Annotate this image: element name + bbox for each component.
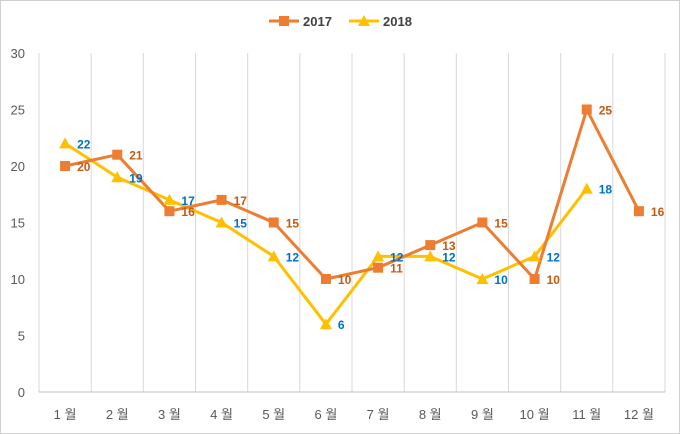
y-tick-label: 5 [18, 329, 25, 344]
series-2017-point [477, 217, 488, 228]
series-2018-point [111, 171, 124, 183]
series-2018-data-label: 6 [338, 318, 345, 332]
series-2017-data-label: 16 [181, 205, 195, 219]
series-2017-data-label: 21 [129, 149, 143, 163]
series-2018-data-label: 19 [129, 171, 143, 185]
x-tick-label: 2 월 [106, 407, 129, 422]
series-2017-point [425, 240, 436, 251]
series-2018-point [59, 137, 72, 149]
series-2017-point [320, 274, 331, 284]
x-tick-label: 9 월 [471, 407, 494, 422]
series-2018-data-label: 22 [77, 137, 91, 151]
series-2018-data-label: 17 [181, 194, 195, 208]
series-2017-point [216, 194, 227, 205]
series-2018-point [476, 273, 489, 284]
x-tick-label: 12 월 [624, 407, 654, 422]
y-tick-label: 25 [11, 103, 25, 118]
y-tick-label: 10 [11, 272, 25, 287]
series-2017-line [64, 108, 641, 281]
series-2018-data-label: 18 [599, 183, 613, 197]
series-2018-point [215, 216, 228, 228]
series-2018-data-label: 10 [494, 273, 508, 287]
series-2018-data-label: 12 [547, 250, 561, 264]
x-tick-label: 1 월 [54, 407, 77, 422]
legend-2017-marker [279, 16, 289, 26]
series-2018-point [528, 250, 541, 262]
series-2017-point [60, 161, 71, 171]
series-2017-data-label: 17 [234, 194, 248, 208]
series-2018-data-label: 12 [442, 250, 456, 264]
series-2018-point [267, 250, 280, 262]
series-2018-point [319, 318, 332, 330]
legend-2018-marker [358, 15, 370, 26]
series-2017-data-label: 25 [599, 104, 613, 118]
series-2017-point [268, 217, 279, 228]
y-tick-label: 20 [11, 159, 25, 174]
x-tick-label: 8 월 [419, 407, 442, 422]
legend-2018-label: 2018 [383, 14, 412, 29]
series-2018-data-label: 12 [286, 250, 300, 264]
series-2017-data-label: 15 [286, 217, 300, 231]
series-2018-point [424, 250, 437, 262]
x-tick-label: 3 월 [158, 407, 181, 422]
series-2018-data-label: 12 [390, 250, 404, 264]
series-2017-point [529, 274, 540, 284]
series-2018-point [580, 182, 593, 194]
series-2017-data-label: 16 [651, 205, 665, 219]
series-2017-data-label: 15 [494, 217, 508, 231]
legend-2017-label: 2017 [303, 14, 332, 29]
y-tick-label: 30 [11, 46, 25, 61]
y-tick-label: 0 [18, 385, 25, 400]
series-2018-point [372, 250, 385, 262]
x-tick-label: 6 월 [315, 407, 338, 422]
series-2017-point [164, 206, 175, 217]
series-2018-point [163, 193, 176, 205]
series-2017-point [581, 104, 592, 115]
series-2017-data-label: 13 [442, 239, 456, 253]
series-2017-data-label: 10 [338, 273, 352, 287]
series-2017-point [633, 206, 644, 217]
y-tick-label: 15 [11, 216, 25, 231]
series-2017-data-label: 10 [547, 273, 561, 287]
series-2017-point [112, 149, 123, 160]
x-tick-label: 4 월 [210, 407, 233, 422]
series-2018-data-label: 15 [234, 217, 248, 231]
x-tick-label: 11 월 [572, 407, 601, 422]
series-2017-data-label: 20 [77, 160, 91, 174]
x-tick-label: 10 월 [520, 407, 550, 422]
x-tick-label: 7 월 [367, 407, 390, 422]
series-2017-point [373, 262, 384, 273]
x-tick-label: 5 월 [262, 407, 285, 422]
series-2017-data-label: 11 [390, 262, 403, 276]
